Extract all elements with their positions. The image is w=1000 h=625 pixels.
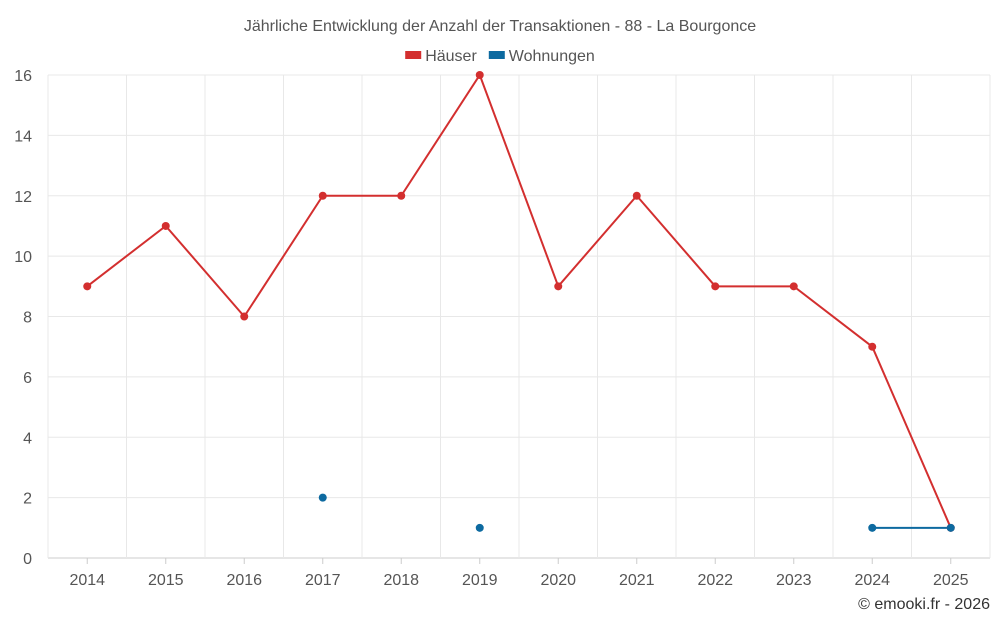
y-tick-label: 16	[14, 68, 32, 85]
series-lines	[86, 72, 952, 529]
credit-text: © emooki.fr - 2026	[858, 596, 990, 613]
data-point[interactable]	[868, 342, 877, 351]
x-tick-label: 2018	[383, 572, 419, 589]
x-tick-label: 2020	[540, 572, 576, 589]
data-point[interactable]	[554, 282, 563, 291]
x-tick-label: 2017	[305, 572, 341, 589]
y-tick-label: 8	[23, 310, 32, 327]
x-tick-label: 2014	[69, 572, 105, 589]
legend-item[interactable]: Wohnungen	[488, 48, 595, 65]
legend-swatch	[405, 51, 422, 59]
series-line-0	[86, 72, 952, 529]
y-tick-label: 4	[23, 430, 32, 447]
y-tick-label: 10	[14, 249, 32, 266]
x-axis-ticks: 2014 2015 2016 2017 2018 2019 2020 2021 2022 2023…	[69, 572, 968, 589]
data-point[interactable]	[475, 71, 484, 79]
legend-item[interactable]: Häuser	[405, 48, 477, 65]
y-tick-label: 12	[14, 189, 32, 206]
data-point[interactable]	[632, 191, 641, 200]
data-point[interactable]	[318, 493, 327, 502]
x-tick-label: 2022	[697, 572, 733, 589]
data-point[interactable]	[789, 282, 798, 291]
x-tick-label: 2015	[148, 572, 184, 589]
y-axis-ticks: 0 2 4 6 8 10 12 14 16	[14, 68, 32, 568]
x-tick-label: 2024	[854, 572, 890, 589]
legend-label: Wohnungen	[509, 48, 595, 65]
y-tick-label: 6	[23, 370, 32, 387]
data-point[interactable]	[397, 191, 406, 200]
y-tick-label: 2	[23, 491, 32, 508]
x-tick-label: 2021	[619, 572, 655, 589]
y-tick-label: 0	[23, 551, 32, 568]
legend[interactable]: Häuser Wohnungen	[405, 48, 595, 65]
series-points[interactable]	[83, 71, 955, 532]
data-point[interactable]	[868, 523, 877, 532]
chart-title: Jährliche Entwicklung der Anzahl der Tra…	[244, 18, 756, 35]
x-tick-label: 2016	[226, 572, 262, 589]
legend-label: Häuser	[425, 48, 477, 65]
data-point[interactable]	[318, 191, 327, 200]
x-tick-label: 2025	[933, 572, 969, 589]
data-point[interactable]	[83, 282, 92, 291]
data-point[interactable]	[161, 221, 170, 230]
x-gridlines	[47, 75, 991, 564]
y-tick-label: 14	[14, 128, 32, 145]
data-point[interactable]	[711, 282, 720, 291]
x-tick-label: 2023	[776, 572, 812, 589]
data-point[interactable]	[946, 523, 955, 532]
legend-swatch	[488, 51, 505, 59]
x-tick-label: 2019	[462, 572, 498, 589]
data-point[interactable]	[240, 312, 249, 321]
data-point[interactable]	[475, 523, 484, 532]
